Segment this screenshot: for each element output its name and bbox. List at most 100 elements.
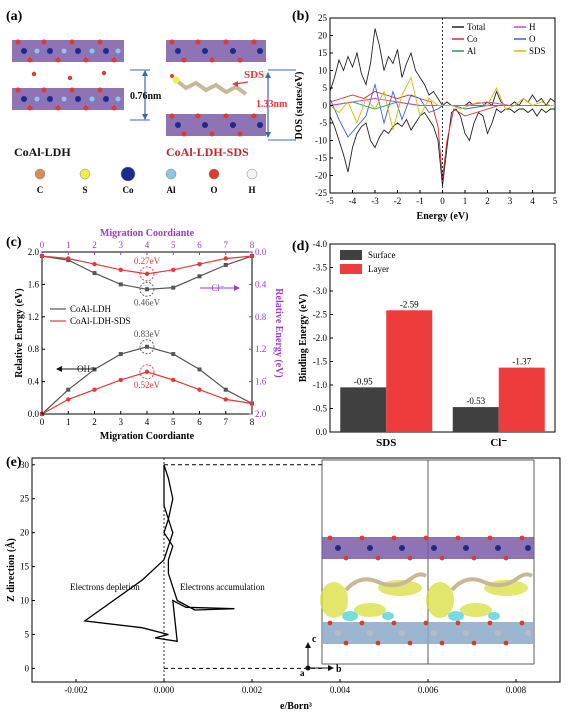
dos-y-tick-label: 10 <box>318 66 328 76</box>
dos-y-tick-label: 15 <box>318 48 328 58</box>
migration-x2-tick-label: 0 <box>40 240 45 250</box>
migration-y-axis-label: Relative Energy (eV) <box>14 288 25 377</box>
panel-c-label: (c) <box>6 235 22 250</box>
migration-x-tick-label: 3 <box>119 417 124 427</box>
sds-arrow-label: SDS <box>244 69 264 81</box>
dos-legend-label: Total <box>467 22 486 32</box>
migration-x2-tick-label: 7 <box>224 240 229 250</box>
migration-point <box>118 377 123 383</box>
migration-point <box>223 262 228 267</box>
dos-x-tick-label: -5 <box>326 196 334 206</box>
migration-point <box>66 256 71 261</box>
dos-x-tick-label: 2 <box>485 196 490 206</box>
migration-point <box>223 397 228 402</box>
migration-legend-label: CoAl-LDH-SDS <box>70 316 131 326</box>
binding-category-label: SDS <box>376 437 396 449</box>
migration-y2-tick-label: 0.8 <box>255 312 267 322</box>
charge-x-tick-label: 0.002 <box>242 685 262 695</box>
dos-y-tick-label: -25 <box>315 188 327 198</box>
binding-y-tick-label: -3.0 <box>313 286 328 296</box>
migration-point <box>66 397 71 402</box>
migration-y-tick-label: 0.4 <box>28 377 40 387</box>
dos-y-tick-label: -5 <box>320 118 328 128</box>
migration-point <box>118 282 123 287</box>
dos-x-tick-label: -4 <box>349 196 357 206</box>
migration-y2-tick-label: 1.6 <box>255 377 267 387</box>
binding-y-tick-label: 0.0 <box>316 427 328 437</box>
binding-bar <box>498 367 545 432</box>
binding-bar-value: -1.37 <box>512 357 531 367</box>
panel-e-label: (e) <box>6 455 22 470</box>
charge-x-axis-label: e/Born³ <box>280 701 312 712</box>
migration-point <box>144 369 150 375</box>
migration-x-tick-label: 8 <box>250 417 255 427</box>
migration-y2-tick-label: 0.0 <box>255 247 267 257</box>
svg-text:c: c <box>312 634 317 645</box>
migration-x-tick-label: 6 <box>197 417 202 427</box>
binding-legend-swatch <box>340 250 362 260</box>
atom-h-label: H <box>248 185 255 195</box>
charge-y-tick-label: 20 <box>20 528 30 538</box>
dos-legend-label: H <box>529 22 536 32</box>
migration-point <box>249 401 255 406</box>
migration-point <box>223 387 228 392</box>
oh-arrow-head <box>56 366 62 372</box>
dos-x-tick-label: -3 <box>371 196 379 206</box>
migration-y2-tick-label: 2.0 <box>255 409 267 419</box>
binding-y-tick-label: -4.0 <box>313 239 328 249</box>
charge-x-tick-label: 0.008 <box>506 685 527 695</box>
dos-y-tick-label: -10 <box>315 136 327 146</box>
migration-point <box>92 271 97 276</box>
migration-point <box>145 344 149 349</box>
binding-y-tick-label: -3.5 <box>313 263 328 273</box>
migration-x2-axis-label: Migration Coordiante <box>100 228 195 239</box>
atom-co-label: Co <box>123 185 134 195</box>
dos-series-sds <box>329 76 555 131</box>
migration-x-tick-label: 2 <box>92 417 97 427</box>
binding-bar <box>340 387 387 432</box>
charge-y-tick-label: 10 <box>20 596 30 606</box>
binding-bar-value: -0.95 <box>354 376 373 386</box>
charge-x-tick-label: 0.006 <box>418 685 439 695</box>
charge-x-tick-label: -0.002 <box>64 685 87 695</box>
charge-y-axis-label: Z direction (Å) <box>5 538 17 602</box>
migration-point <box>197 274 202 279</box>
migration-y-tick-label: 2.0 <box>28 247 40 257</box>
migration-x2-tick-label: 2 <box>92 240 97 250</box>
dos-y-tick-label: 0 <box>323 101 328 111</box>
spacing-ldh-label: 0.76nm <box>130 91 162 102</box>
charge-y-tick-label: 5 <box>25 629 30 639</box>
dos-legend-label: SDS <box>529 46 546 56</box>
migration-y2-tick-label: 0.4 <box>255 279 267 289</box>
atom-al-swatch <box>165 168 177 180</box>
migration-x-tick-label: 5 <box>171 417 176 427</box>
atom-co-swatch <box>120 166 136 182</box>
binding-y-tick-label: -1.5 <box>313 357 328 367</box>
binding-bar-value: -0.53 <box>466 396 485 406</box>
spacing-sds-label: 1.33nm <box>256 99 288 110</box>
depletion-label: Electrons depletion <box>70 582 140 592</box>
cl-arrow-head <box>234 285 240 291</box>
panel-e: (e) -0.002 0.000 0.002 0.004 0.006 0.008 0 5 10 1… <box>5 455 561 712</box>
migration-x-tick-label: 7 <box>224 417 229 427</box>
migration-point <box>118 352 123 357</box>
charge-density-chart: -0.002 0.000 0.002 0.004 0.006 0.008 0 5 10 15 20 2… <box>5 457 561 712</box>
migration-y2-tick-label: 1.2 <box>255 344 266 354</box>
migration-annotation: 0.27eV <box>134 256 161 266</box>
svg-text:b: b <box>336 664 342 675</box>
migration-point <box>171 267 176 273</box>
binding-bar-value: -2.59 <box>400 299 419 309</box>
binding-y-tick-label: -1.0 <box>313 380 328 390</box>
highlight-circle <box>139 281 155 297</box>
dos-x-tick-label: -1 <box>416 196 424 206</box>
ldh-sds-structure-illustration <box>166 39 296 141</box>
charge-y-tick-label: 0 <box>25 663 30 673</box>
migration-x-tick-label: 4 <box>145 417 150 427</box>
highlight-circle <box>139 339 155 355</box>
binding-y-tick-label: -0.5 <box>313 404 328 414</box>
binding-bar <box>452 407 499 432</box>
atom-c-swatch <box>34 168 46 180</box>
dos-x-axis-label: Energy (eV) <box>417 211 469 222</box>
panel-a: (a) 0.76nm CoAl-LDH <box>6 9 296 195</box>
migration-point <box>197 367 202 372</box>
